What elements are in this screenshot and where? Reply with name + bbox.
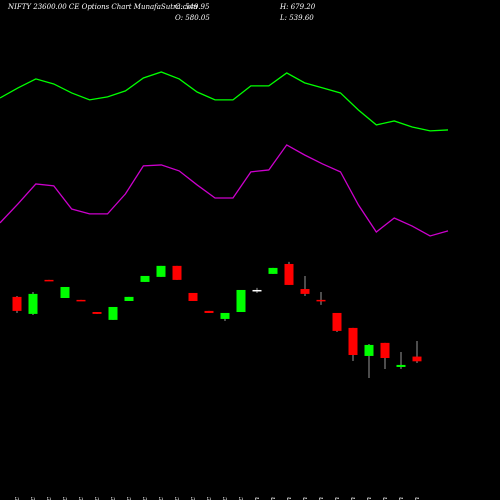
x-tick-label: 19 Dec (125, 497, 133, 500)
x-tick-label: 23 Dec (157, 497, 165, 500)
stat-low: L: 539.60 (279, 14, 314, 22)
candle-body (92, 312, 102, 314)
x-tick-label: 24 Dec (173, 497, 181, 500)
candle-body (268, 267, 278, 274)
candle-body (220, 312, 230, 319)
stat-open: O: 580.05 (175, 14, 210, 22)
x-tick-label: 26 Dec (189, 497, 197, 500)
x-tick-label: 31 Dec (237, 497, 245, 500)
stat-close: C: 549.95 (175, 3, 210, 11)
chart-title: NIFTY 23600.00 CE Options Chart MunafaSu… (7, 3, 198, 11)
x-tick-label: 13 Dec (61, 497, 69, 500)
candle-body (332, 312, 342, 331)
indicator-line (0, 71, 449, 132)
candle-body (300, 289, 310, 294)
candle-body (44, 279, 54, 282)
x-tick-label: 15 Jan (413, 497, 421, 500)
x-tick-label: 08 Jan (333, 497, 341, 500)
x-tick-label: 27 Dec (205, 497, 213, 500)
x-tick-label: 02 Jan (269, 497, 277, 500)
indicator-line (0, 144, 449, 237)
candle-body (284, 263, 294, 285)
candle-body (172, 265, 182, 280)
candle-body (348, 327, 358, 356)
x-tick-label: 07 Jan (317, 497, 325, 500)
x-tick-label: 16 Dec (77, 497, 85, 500)
candle-body (380, 342, 390, 358)
x-tick-label: 09 Dec (13, 497, 21, 500)
candle-body (108, 306, 118, 320)
x-tick-label: 30 Dec (221, 497, 229, 500)
x-tick-label: 01 Jan (253, 497, 261, 500)
x-tick-label: 18 Dec (109, 497, 117, 500)
candle-body (188, 292, 198, 301)
candle-body (140, 275, 150, 282)
x-tick-label: 14 Jan (397, 497, 405, 500)
x-tick-label: 06 Jan (301, 497, 309, 500)
candle-body (28, 293, 38, 314)
stat-high: H: 679.20 (279, 3, 316, 11)
x-tick-label: 09 Jan (349, 497, 357, 500)
candle-body (316, 299, 326, 302)
candle-body (156, 265, 166, 277)
candle-body (412, 356, 422, 362)
x-tick-label: 17 Dec (93, 497, 101, 500)
candle-body (364, 344, 374, 356)
candle-body (236, 289, 246, 313)
candle-body (396, 364, 406, 367)
x-tick-label: 20 Dec (141, 497, 149, 500)
x-tick-label: 03 Jan (285, 497, 293, 500)
x-tick-label: 13 Jan (381, 497, 389, 500)
candle-body (124, 296, 134, 301)
x-tick-label: 11 Dec (29, 497, 37, 500)
candle-body (12, 296, 22, 311)
candle-body (252, 289, 262, 292)
x-tick-label: 12 Dec (45, 497, 53, 500)
candle-body (76, 299, 86, 302)
candle-body (60, 286, 70, 298)
candle-body (204, 310, 214, 313)
x-tick-label: 10 Jan (365, 497, 373, 500)
